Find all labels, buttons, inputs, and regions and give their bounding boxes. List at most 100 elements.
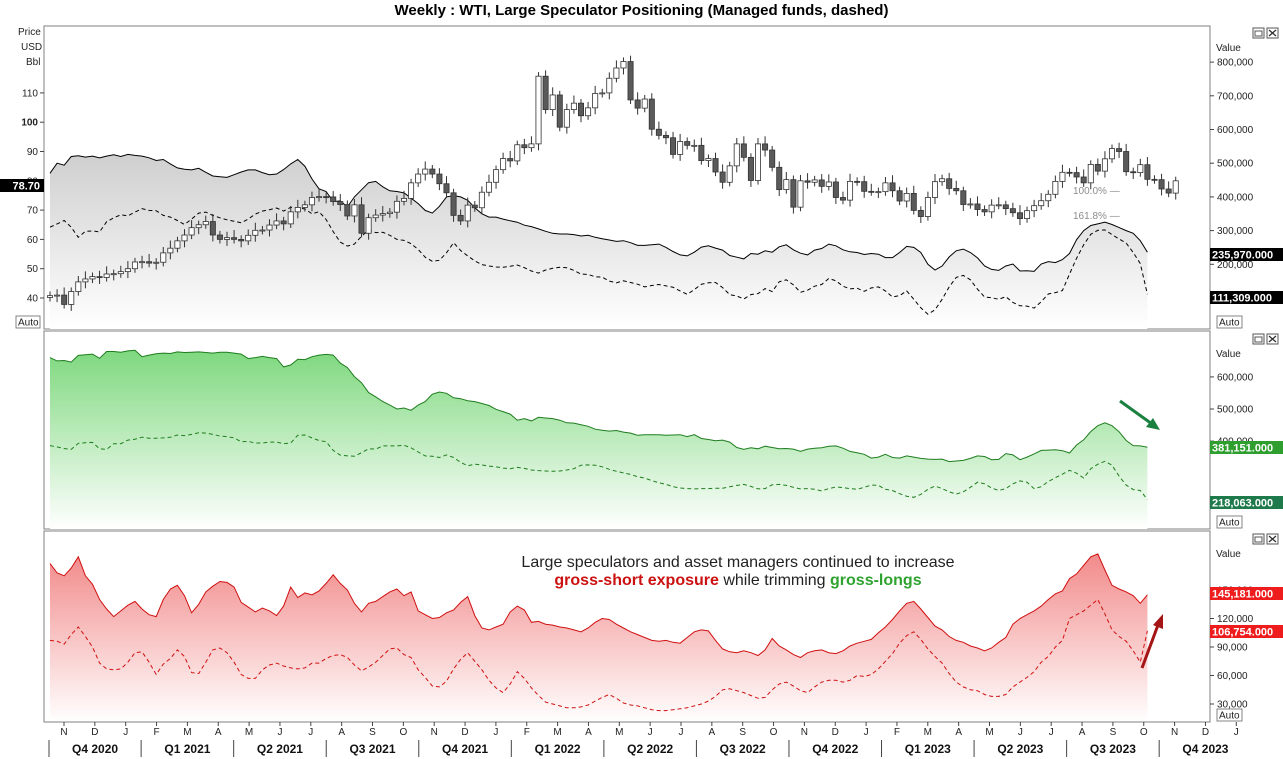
candle bbox=[478, 186, 485, 215]
price-axis: 405060708090100110 bbox=[21, 88, 44, 305]
fib-161-label: 161.8% — bbox=[1073, 211, 1120, 222]
auto-label-left: Auto bbox=[18, 318, 39, 329]
candle bbox=[1059, 164, 1066, 188]
candle-body bbox=[1165, 188, 1172, 194]
candle-body bbox=[910, 192, 917, 211]
candle bbox=[953, 180, 960, 195]
gross-longs-large-area bbox=[50, 350, 1148, 529]
candle bbox=[188, 220, 195, 240]
candle-body bbox=[330, 196, 337, 203]
chart-title: Weekly : WTI, Large Speculator Positioni… bbox=[394, 2, 889, 19]
auto-scale-pane2[interactable]: Auto bbox=[1216, 515, 1243, 529]
restore-pane-icon[interactable] bbox=[1252, 27, 1265, 39]
candle-body bbox=[542, 75, 549, 111]
auto-label-pane1: Auto bbox=[1219, 318, 1240, 329]
candle-body bbox=[471, 204, 478, 209]
net-managed-badge: 111,309.000 bbox=[1210, 291, 1283, 305]
candle-body bbox=[563, 109, 570, 128]
candle-body bbox=[301, 204, 308, 208]
candle-body bbox=[415, 173, 422, 184]
pane1-window-buttons bbox=[1252, 27, 1279, 39]
candle-body bbox=[139, 261, 146, 264]
month-label: J bbox=[493, 727, 498, 738]
close-pane-icon[interactable] bbox=[1266, 333, 1279, 345]
candle-body bbox=[670, 137, 677, 155]
candle-body bbox=[245, 234, 252, 242]
net-positioning-layer bbox=[49, 153, 1148, 329]
close-pane-icon[interactable] bbox=[1266, 533, 1279, 545]
candle bbox=[882, 176, 889, 196]
candle bbox=[1094, 158, 1101, 176]
candle-body bbox=[323, 196, 330, 199]
candle-body bbox=[585, 107, 592, 117]
candle-body bbox=[47, 295, 54, 298]
candle-body bbox=[61, 294, 68, 305]
gross-shorts-layer bbox=[49, 553, 1148, 722]
candle bbox=[117, 265, 124, 278]
candle-body bbox=[1172, 180, 1179, 194]
candle-body bbox=[882, 182, 889, 193]
candle-body bbox=[854, 180, 861, 183]
candle-body bbox=[1116, 148, 1123, 152]
candle bbox=[599, 88, 606, 98]
candle-body bbox=[252, 229, 259, 236]
quarter-label: Q1 2022 bbox=[535, 742, 581, 756]
month-label: M bbox=[615, 727, 623, 738]
month-label: M bbox=[924, 727, 932, 738]
candle bbox=[854, 177, 861, 186]
quarter-label: Q4 2020 bbox=[72, 742, 118, 756]
month-label: S bbox=[369, 727, 376, 738]
quarter-label: Q1 2021 bbox=[164, 742, 210, 756]
net-large-line bbox=[49, 153, 1148, 272]
auto-scale-pane1[interactable]: Auto bbox=[1216, 315, 1243, 329]
candle-body bbox=[493, 169, 500, 183]
month-label: J bbox=[1049, 727, 1054, 738]
candle-body bbox=[436, 173, 443, 185]
candle-body bbox=[1009, 208, 1016, 214]
candle-body bbox=[223, 237, 230, 240]
auto-scale-left[interactable]: Auto bbox=[15, 315, 41, 329]
gross-longs-large-line bbox=[49, 349, 1148, 463]
pane3-value-tick-label: 30,000 bbox=[1217, 700, 1248, 711]
month-label: A bbox=[955, 727, 962, 738]
candle bbox=[563, 103, 570, 134]
candle bbox=[712, 152, 719, 177]
pane1-value-tick-label: 700,000 bbox=[1217, 91, 1254, 102]
candle bbox=[677, 133, 684, 161]
candle-body bbox=[344, 204, 351, 217]
candle-body bbox=[1080, 176, 1087, 184]
pane1-value-tick-label: 600,000 bbox=[1217, 125, 1254, 136]
quarter-label: Q2 2021 bbox=[257, 742, 303, 756]
candle-body bbox=[400, 197, 407, 202]
annotation-mid-text: while trimming bbox=[719, 572, 830, 589]
candle bbox=[131, 257, 138, 273]
candle bbox=[365, 213, 372, 240]
candle-body bbox=[308, 197, 315, 206]
candle bbox=[471, 201, 478, 212]
restore-pane-icon[interactable] bbox=[1252, 533, 1265, 545]
candle bbox=[457, 209, 464, 226]
annotation: Large speculators and asset managers con… bbox=[521, 554, 954, 589]
close-pane-icon[interactable] bbox=[1266, 27, 1279, 39]
short-large-badge: 145,181.000 bbox=[1210, 587, 1283, 601]
candle bbox=[670, 131, 677, 159]
long-large-value: 381,151.000 bbox=[1212, 443, 1273, 455]
candle bbox=[924, 191, 931, 221]
candle bbox=[216, 230, 223, 244]
candle-body bbox=[1158, 179, 1165, 190]
gross-shorts-large-area bbox=[50, 553, 1148, 722]
auto-scale-pane3[interactable]: Auto bbox=[1216, 708, 1243, 722]
candle bbox=[1002, 200, 1009, 216]
pane1-value-tick-label: 200,000 bbox=[1217, 260, 1254, 271]
candle-body bbox=[216, 234, 223, 240]
candle bbox=[252, 222, 259, 242]
candle bbox=[684, 137, 691, 150]
month-label: M bbox=[985, 727, 993, 738]
month-label: A bbox=[709, 727, 716, 738]
pane3-value-tick-label: 120,000 bbox=[1217, 614, 1254, 625]
month-label: F bbox=[894, 727, 900, 738]
auto-label-pane2: Auto bbox=[1219, 518, 1240, 529]
candle-body bbox=[712, 158, 719, 173]
restore-pane-icon[interactable] bbox=[1252, 333, 1265, 345]
candle-body bbox=[103, 273, 110, 278]
